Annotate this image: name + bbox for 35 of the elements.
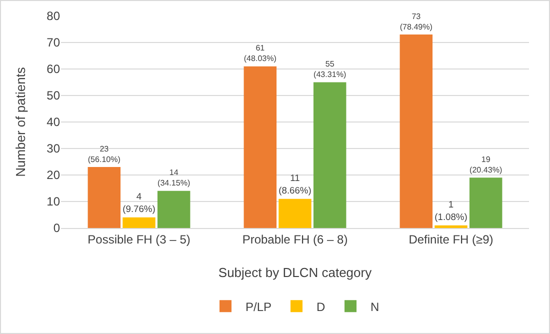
y-tick-label: 10 bbox=[46, 194, 60, 209]
y-tick-label: 0 bbox=[53, 221, 60, 236]
bar bbox=[400, 34, 433, 228]
y-tick-label: 50 bbox=[46, 88, 60, 103]
bar bbox=[469, 178, 502, 228]
bar bbox=[88, 167, 121, 228]
y-tick-label: 70 bbox=[46, 36, 60, 50]
x-tick-label: Probable FH (6 – 8) bbox=[242, 232, 348, 246]
data-label: 14 (34.15%) bbox=[158, 168, 190, 188]
x-axis-title: Subject by DLCN category bbox=[218, 265, 372, 280]
legend-label: P/LP bbox=[246, 300, 272, 314]
y-tick-label: 20 bbox=[46, 168, 60, 182]
x-tick-label: Possible FH (3 – 5) bbox=[88, 232, 190, 246]
y-tick-label: 80 bbox=[46, 9, 60, 24]
y-tick-label: 30 bbox=[46, 142, 60, 156]
legend-label: N bbox=[370, 300, 380, 314]
data-label: 19 (20.43%) bbox=[470, 154, 502, 174]
data-label: 61 (48.03%) bbox=[244, 44, 277, 64]
y-tick-label: 60 bbox=[46, 62, 60, 76]
data-label: 4 (9.76%) bbox=[122, 192, 156, 214]
y-tick-label: 40 bbox=[46, 115, 60, 130]
data-label: 23 (56.10%) bbox=[88, 144, 121, 164]
bar bbox=[278, 198, 312, 228]
x-tick-label: Definite FH (≥9) bbox=[408, 232, 494, 246]
bar bbox=[434, 225, 468, 228]
data-label: 73 (78.49%) bbox=[400, 12, 433, 32]
data-label: 55 (43.31%) bbox=[314, 60, 346, 80]
data-label: 11 (8.66%) bbox=[278, 173, 312, 196]
y-axis-title: Number of patients bbox=[13, 66, 28, 177]
bar bbox=[244, 66, 277, 228]
legend-label: D bbox=[316, 300, 326, 314]
bar bbox=[157, 190, 190, 228]
bar bbox=[122, 217, 156, 228]
data-label: 1 (1.08%) bbox=[434, 200, 468, 222]
bar bbox=[313, 82, 346, 228]
